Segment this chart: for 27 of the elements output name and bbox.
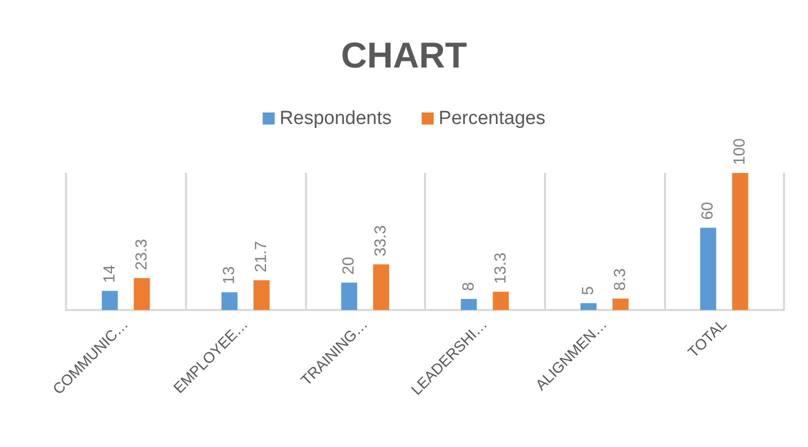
data-label: 20 xyxy=(340,256,358,275)
bar xyxy=(460,299,477,310)
data-label: 5 xyxy=(580,286,597,296)
bar xyxy=(700,228,716,310)
data-label: 23.3 xyxy=(133,238,150,270)
bar xyxy=(492,292,509,310)
data-label: 13 xyxy=(221,266,238,284)
bar xyxy=(102,290,118,310)
data-label: 33.3 xyxy=(372,225,390,256)
bar xyxy=(732,173,748,310)
legend-label: Percentages xyxy=(438,108,546,129)
data-label: 14 xyxy=(101,264,118,283)
bar xyxy=(222,292,238,310)
bar xyxy=(254,280,270,310)
data-label: 13.3 xyxy=(492,252,510,284)
chart-title: CHART xyxy=(341,34,467,76)
data-label: 8.3 xyxy=(612,268,629,291)
bar xyxy=(580,303,596,310)
bar xyxy=(341,282,358,310)
bar xyxy=(373,264,390,310)
bar xyxy=(612,298,628,310)
bar xyxy=(134,278,150,310)
data-label: 8 xyxy=(460,282,478,292)
data-label: 100 xyxy=(732,138,749,165)
data-label: 21.7 xyxy=(253,241,270,272)
data-label: 60 xyxy=(700,202,717,220)
legend-label: Respondents xyxy=(280,108,392,129)
